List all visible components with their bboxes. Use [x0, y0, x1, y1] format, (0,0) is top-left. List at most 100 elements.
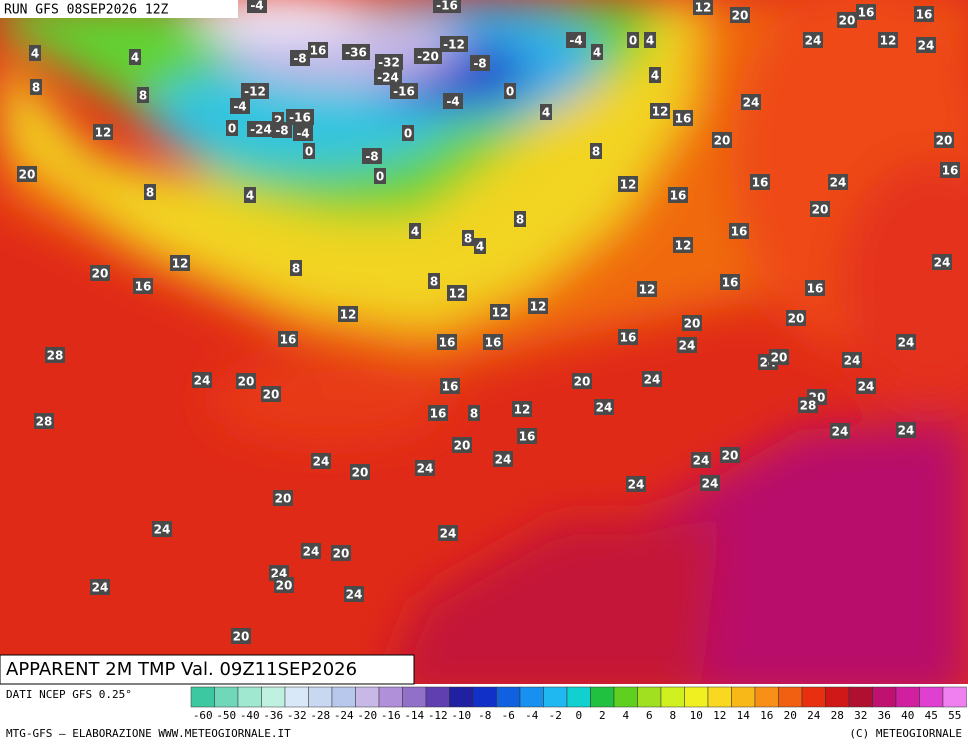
label-box	[682, 315, 702, 331]
scale-label: -50	[216, 709, 236, 722]
label-box	[278, 331, 298, 347]
label-box	[856, 4, 876, 20]
map-label: -8	[365, 150, 378, 164]
map-label: 20	[333, 547, 350, 561]
scale-label: 32	[854, 709, 867, 722]
map-label: 0	[506, 85, 514, 99]
label-box	[805, 280, 825, 296]
map-label: -4	[446, 95, 459, 109]
label-box	[30, 79, 42, 95]
label-box	[409, 223, 421, 239]
label-box	[474, 238, 486, 254]
scale-label: -12	[428, 709, 448, 722]
label-box	[433, 0, 461, 13]
label-box	[649, 67, 661, 83]
run-header: RUN GFS 08SEP2026 12Z	[4, 3, 169, 18]
label-box	[668, 187, 688, 203]
map-label: 20	[454, 439, 471, 453]
label-box	[828, 174, 848, 190]
label-box	[934, 132, 954, 148]
map-label: 16	[620, 331, 637, 345]
label-box	[447, 285, 467, 301]
label-box	[932, 254, 952, 270]
map-label: 20	[936, 134, 953, 148]
map-label: 20	[233, 630, 250, 644]
map-label: 0	[404, 127, 412, 141]
label-box	[566, 32, 586, 48]
scale-swatch	[449, 686, 474, 708]
scale-swatch	[895, 686, 920, 708]
map-label: -32	[378, 56, 400, 70]
label-box	[512, 401, 532, 417]
map-label: 0	[228, 122, 236, 136]
map-label: 12	[620, 178, 637, 192]
label-box	[230, 98, 250, 114]
map-label: 16	[135, 280, 152, 294]
map-label: 12	[880, 34, 897, 48]
map-label: 24	[154, 523, 171, 537]
map-label: 12	[652, 105, 669, 119]
label-box	[293, 125, 313, 141]
label-box	[914, 6, 934, 22]
scale-label: 12	[713, 709, 726, 722]
scale-label: 28	[831, 709, 844, 722]
map-label: 24	[832, 425, 849, 439]
scale-label: -6	[502, 709, 515, 722]
scale-swatch	[778, 686, 803, 708]
scale-label: 36	[878, 709, 891, 722]
label-box	[540, 104, 552, 120]
label-box	[528, 298, 548, 314]
map-label: 20	[788, 312, 805, 326]
footer-left: MTG-GFS — ELABORAZIONE WWW.METEOGIORNALE…	[6, 727, 291, 740]
label-box	[837, 12, 857, 28]
label-box	[226, 120, 238, 136]
label-box	[301, 543, 321, 559]
scale-label: -14	[404, 709, 424, 722]
map-label: 8	[146, 186, 154, 200]
scale-label: 20	[784, 709, 797, 722]
scale-swatch	[237, 686, 262, 708]
map-label: 16	[442, 380, 459, 394]
label-box	[90, 579, 110, 595]
scale-label: 40	[901, 709, 914, 722]
scale-label: -36	[263, 709, 283, 722]
label-box	[344, 586, 364, 602]
scale-label: 45	[925, 709, 938, 722]
label-box	[428, 405, 448, 421]
map-label: 16	[942, 164, 959, 178]
label-box	[644, 32, 656, 48]
map-label: 8	[464, 232, 472, 246]
label-box	[590, 143, 602, 159]
map-label: 20	[92, 267, 109, 281]
map-label: 20	[684, 317, 701, 331]
label-box	[236, 373, 256, 389]
map-label: 20	[771, 351, 788, 365]
map-label: 16	[752, 176, 769, 190]
map-label: -4	[233, 100, 246, 114]
map-label: 24	[805, 34, 822, 48]
scale-label: 16	[760, 709, 773, 722]
scale-label: -4	[525, 709, 539, 722]
map-title: APPARENT 2M TMP Val. 09Z11SEP2026	[6, 659, 357, 680]
label-box	[750, 174, 770, 190]
label-box	[470, 55, 490, 71]
label-box	[438, 525, 458, 541]
label-box	[856, 378, 876, 394]
scale-swatch	[684, 686, 709, 708]
label-box	[133, 278, 153, 294]
scale-label: 55	[948, 709, 961, 722]
label-box	[290, 50, 310, 66]
scale-label: -16	[381, 709, 401, 722]
map-label: -24	[377, 71, 399, 85]
scale-swatch	[519, 686, 544, 708]
map-label: 24	[303, 545, 320, 559]
scale-label: 24	[807, 709, 821, 722]
scale-label: -60	[193, 709, 213, 722]
scale-label: -28	[310, 709, 330, 722]
label-box	[729, 223, 749, 239]
label-box	[440, 378, 460, 394]
label-box	[437, 334, 457, 350]
label-box	[311, 453, 331, 469]
map-label: 12	[95, 126, 112, 140]
